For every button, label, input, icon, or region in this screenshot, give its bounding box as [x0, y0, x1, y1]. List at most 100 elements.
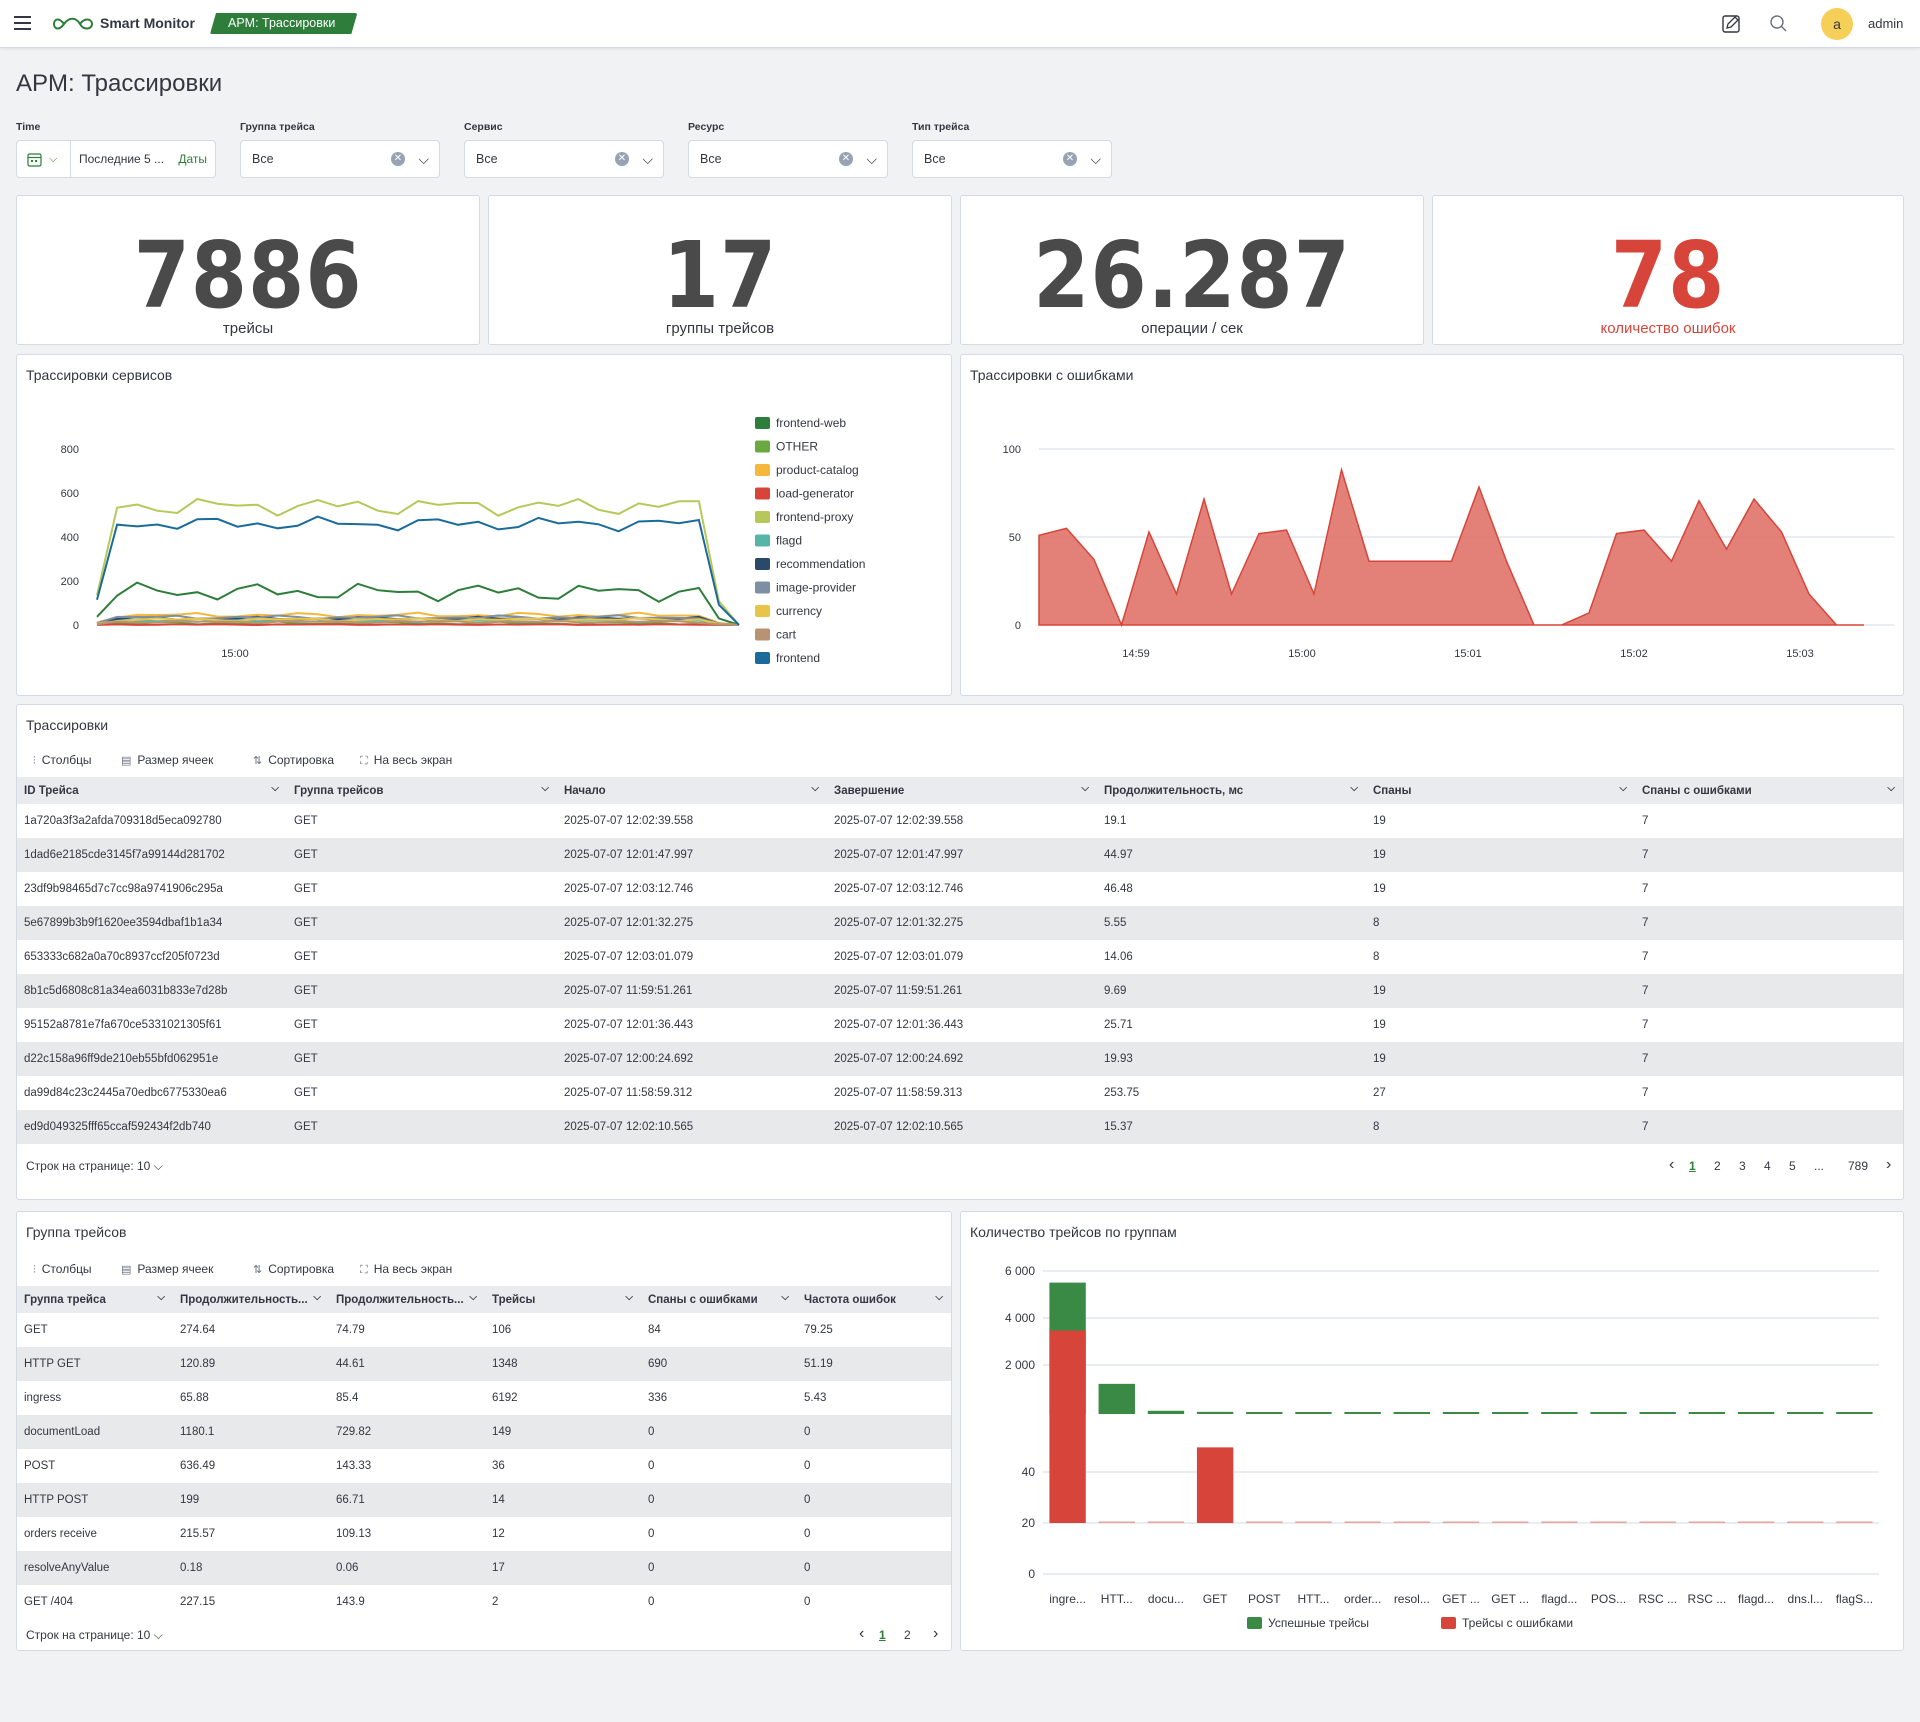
bar-success[interactable]: [1246, 1412, 1283, 1414]
breadcrumb[interactable]: APM: Трассировки: [210, 13, 357, 34]
table-row[interactable]: HTTP GET 120.89 44.61 1348 690 51.19: [17, 1347, 951, 1381]
resource-select[interactable]: Все ✕ ⌵: [688, 140, 888, 178]
page-link[interactable]: 1: [1689, 1159, 1696, 1173]
bar-success[interactable]: [1590, 1412, 1627, 1414]
clear-icon[interactable]: ✕: [615, 152, 629, 166]
column-header[interactable]: Спаны с ошибками ⌵: [641, 1286, 797, 1313]
bar-success[interactable]: [1541, 1412, 1578, 1414]
calendar-dropdown[interactable]: ⌵: [17, 141, 71, 177]
traces-by-group-bar-chart[interactable]: 6 000 4 000 2 000 40 20 0 ingre... HTT... docu..…: [961, 1212, 1905, 1652]
sort-button[interactable]: ⇅ Сортировка: [253, 1262, 334, 1276]
search-icon[interactable]: [1768, 13, 1790, 35]
trace-type-select[interactable]: Все ✕ ⌵: [912, 140, 1112, 178]
legend-label[interactable]: image-provider: [776, 581, 856, 595]
chevron-down-icon[interactable]: ⌵: [418, 151, 429, 167]
chevron-down-icon[interactable]: ⌵: [469, 1292, 477, 1303]
bar-error[interactable]: [1787, 1521, 1824, 1524]
bar-success[interactable]: [1787, 1412, 1824, 1414]
table-row[interactable]: da99d84c23c2445a70edbc6775330ea6 GET 2025-…: [17, 1076, 1903, 1110]
bar-success[interactable]: [1737, 1412, 1775, 1414]
page-link[interactable]: 1: [879, 1628, 886, 1642]
table-row[interactable]: 23df9b98465d7c7cc98a9741906c295a GET 2025-…: [17, 872, 1903, 906]
chevron-down-icon[interactable]: ⌵: [781, 1292, 789, 1303]
rows-per-page-select[interactable]: Строк на странице: 10 ⌵: [26, 1159, 163, 1174]
chevron-right-icon[interactable]: ›: [933, 1625, 939, 1642]
bar-success[interactable]: [1295, 1412, 1332, 1414]
column-header[interactable]: Группа трейса ⌵: [17, 1286, 173, 1313]
clear-icon[interactable]: ✕: [839, 152, 853, 166]
series-line-frontend[interactable]: [96, 515, 740, 626]
legend-label[interactable]: OTHER: [776, 440, 818, 454]
bar-error[interactable]: [1590, 1521, 1627, 1524]
bar-error[interactable]: [1344, 1521, 1381, 1524]
legend-label[interactable]: product-catalog: [776, 463, 859, 477]
bar-error[interactable]: [1737, 1521, 1775, 1524]
bar-error[interactable]: [1147, 1521, 1185, 1524]
table-row[interactable]: resolveAnyValue 0.18 0.06 17 0 0: [17, 1551, 951, 1585]
legend-label[interactable]: cart: [776, 628, 797, 642]
edit-icon[interactable]: [1720, 13, 1742, 35]
series-line-product-catalog[interactable]: [96, 611, 740, 626]
bar-error[interactable]: [1196, 1447, 1234, 1523]
legend-label[interactable]: Успешные трейсы: [1268, 1616, 1369, 1630]
trace-group-select[interactable]: Все ✕ ⌵: [240, 140, 440, 178]
bar-error[interactable]: [1688, 1521, 1726, 1524]
bar-success[interactable]: [1393, 1412, 1431, 1414]
bar-success[interactable]: [1836, 1412, 1873, 1414]
user-avatar[interactable]: a: [1821, 8, 1853, 40]
time-filter[interactable]: ⌵ Последние 5 ... Даты: [16, 140, 216, 178]
bar-success[interactable]: [1196, 1411, 1234, 1414]
chevron-left-icon[interactable]: ‹: [1669, 1156, 1675, 1173]
chevron-down-icon[interactable]: ⌵: [1090, 151, 1101, 167]
chevron-down-icon[interactable]: ⌵: [1081, 783, 1089, 794]
page-link[interactable]: 789: [1848, 1159, 1869, 1173]
chevron-down-icon[interactable]: ⌵: [866, 151, 877, 167]
table-row[interactable]: GET 274.64 74.79 106 84 79.25: [17, 1313, 951, 1347]
table-row[interactable]: HTTP POST 199 66.71 14 0 0: [17, 1483, 951, 1517]
page-link[interactable]: 5: [1789, 1159, 1796, 1173]
bar-success[interactable]: [1688, 1412, 1726, 1414]
column-header[interactable]: Группа трейсов ⌵: [287, 777, 557, 804]
bar-success[interactable]: [1639, 1412, 1676, 1414]
page-link[interactable]: 3: [1739, 1159, 1746, 1173]
bar-error[interactable]: [1246, 1521, 1283, 1524]
table-row[interactable]: POST 636.49 143.33 36 0 0: [17, 1449, 951, 1483]
table-row[interactable]: documentLoad 1180.1 729.82 149 0 0: [17, 1415, 951, 1449]
dates-link[interactable]: Даты: [178, 152, 207, 166]
page-link[interactable]: 2: [904, 1628, 911, 1642]
columns-button[interactable]: ⫶ Столбцы: [33, 753, 92, 768]
series-line-frontend-web[interactable]: [96, 581, 740, 626]
bar-success[interactable]: [1442, 1412, 1480, 1414]
chevron-right-icon[interactable]: ›: [1886, 1156, 1892, 1173]
column-header[interactable]: ID Трейса ⌵: [17, 777, 287, 804]
table-row[interactable]: ed9d049325fff65ccaf592434f2db740 GET 2025-…: [17, 1110, 1903, 1144]
fullscreen-button[interactable]: ⛶ На весь экран: [360, 1262, 452, 1277]
column-header[interactable]: Частота ошибок ⌵: [797, 1286, 951, 1313]
services-line-chart[interactable]: 800 600 400 200 0 15:00 frontend-web OTHER prod…: [17, 355, 953, 697]
table-row[interactable]: orders receive 215.57 109.13 12 0 0: [17, 1517, 951, 1551]
legend-label[interactable]: recommendation: [776, 557, 865, 571]
chevron-down-icon[interactable]: ⌵: [625, 1292, 633, 1303]
table-row[interactable]: 5e67899b3b9f1620ee3594dbaf1b1a34 GET 2025-…: [17, 906, 1903, 940]
legend-label[interactable]: load-generator: [776, 487, 854, 501]
chevron-down-icon[interactable]: ⌵: [935, 1292, 943, 1303]
chevron-down-icon[interactable]: ⌵: [1619, 783, 1627, 794]
cell-size-button[interactable]: ▤ Размер ячеек: [121, 1262, 213, 1276]
page-link[interactable]: 2: [1714, 1159, 1721, 1173]
table-row[interactable]: 1a720a3f3a2afda709318d5eca092780 GET 2025-…: [17, 804, 1903, 838]
legend-label[interactable]: currency: [776, 604, 822, 618]
bar-error[interactable]: [1295, 1521, 1332, 1524]
series-line-load-generator[interactable]: [96, 623, 740, 627]
chevron-down-icon[interactable]: ⌵: [313, 1292, 321, 1303]
column-header[interactable]: Спаны с ошибками ⌵: [1635, 777, 1903, 804]
column-header[interactable]: Начало ⌵: [557, 777, 827, 804]
bar-success[interactable]: [1491, 1412, 1529, 1414]
column-header[interactable]: Продолжительность, мс ⌵: [1097, 777, 1366, 804]
bar-error[interactable]: [1098, 1521, 1135, 1524]
rows-per-page-select[interactable]: Строк на странице: 10 ⌵: [26, 1628, 163, 1643]
clear-icon[interactable]: ✕: [391, 152, 405, 166]
table-row[interactable]: 8b1c5d6808c81a34ea6031b833e7d28b GET 2025-…: [17, 974, 1903, 1008]
series-line-cart[interactable]: [96, 619, 740, 626]
legend-label[interactable]: Трейсы с ошибками: [1462, 1616, 1573, 1630]
chevron-down-icon[interactable]: ⌵: [541, 783, 549, 794]
